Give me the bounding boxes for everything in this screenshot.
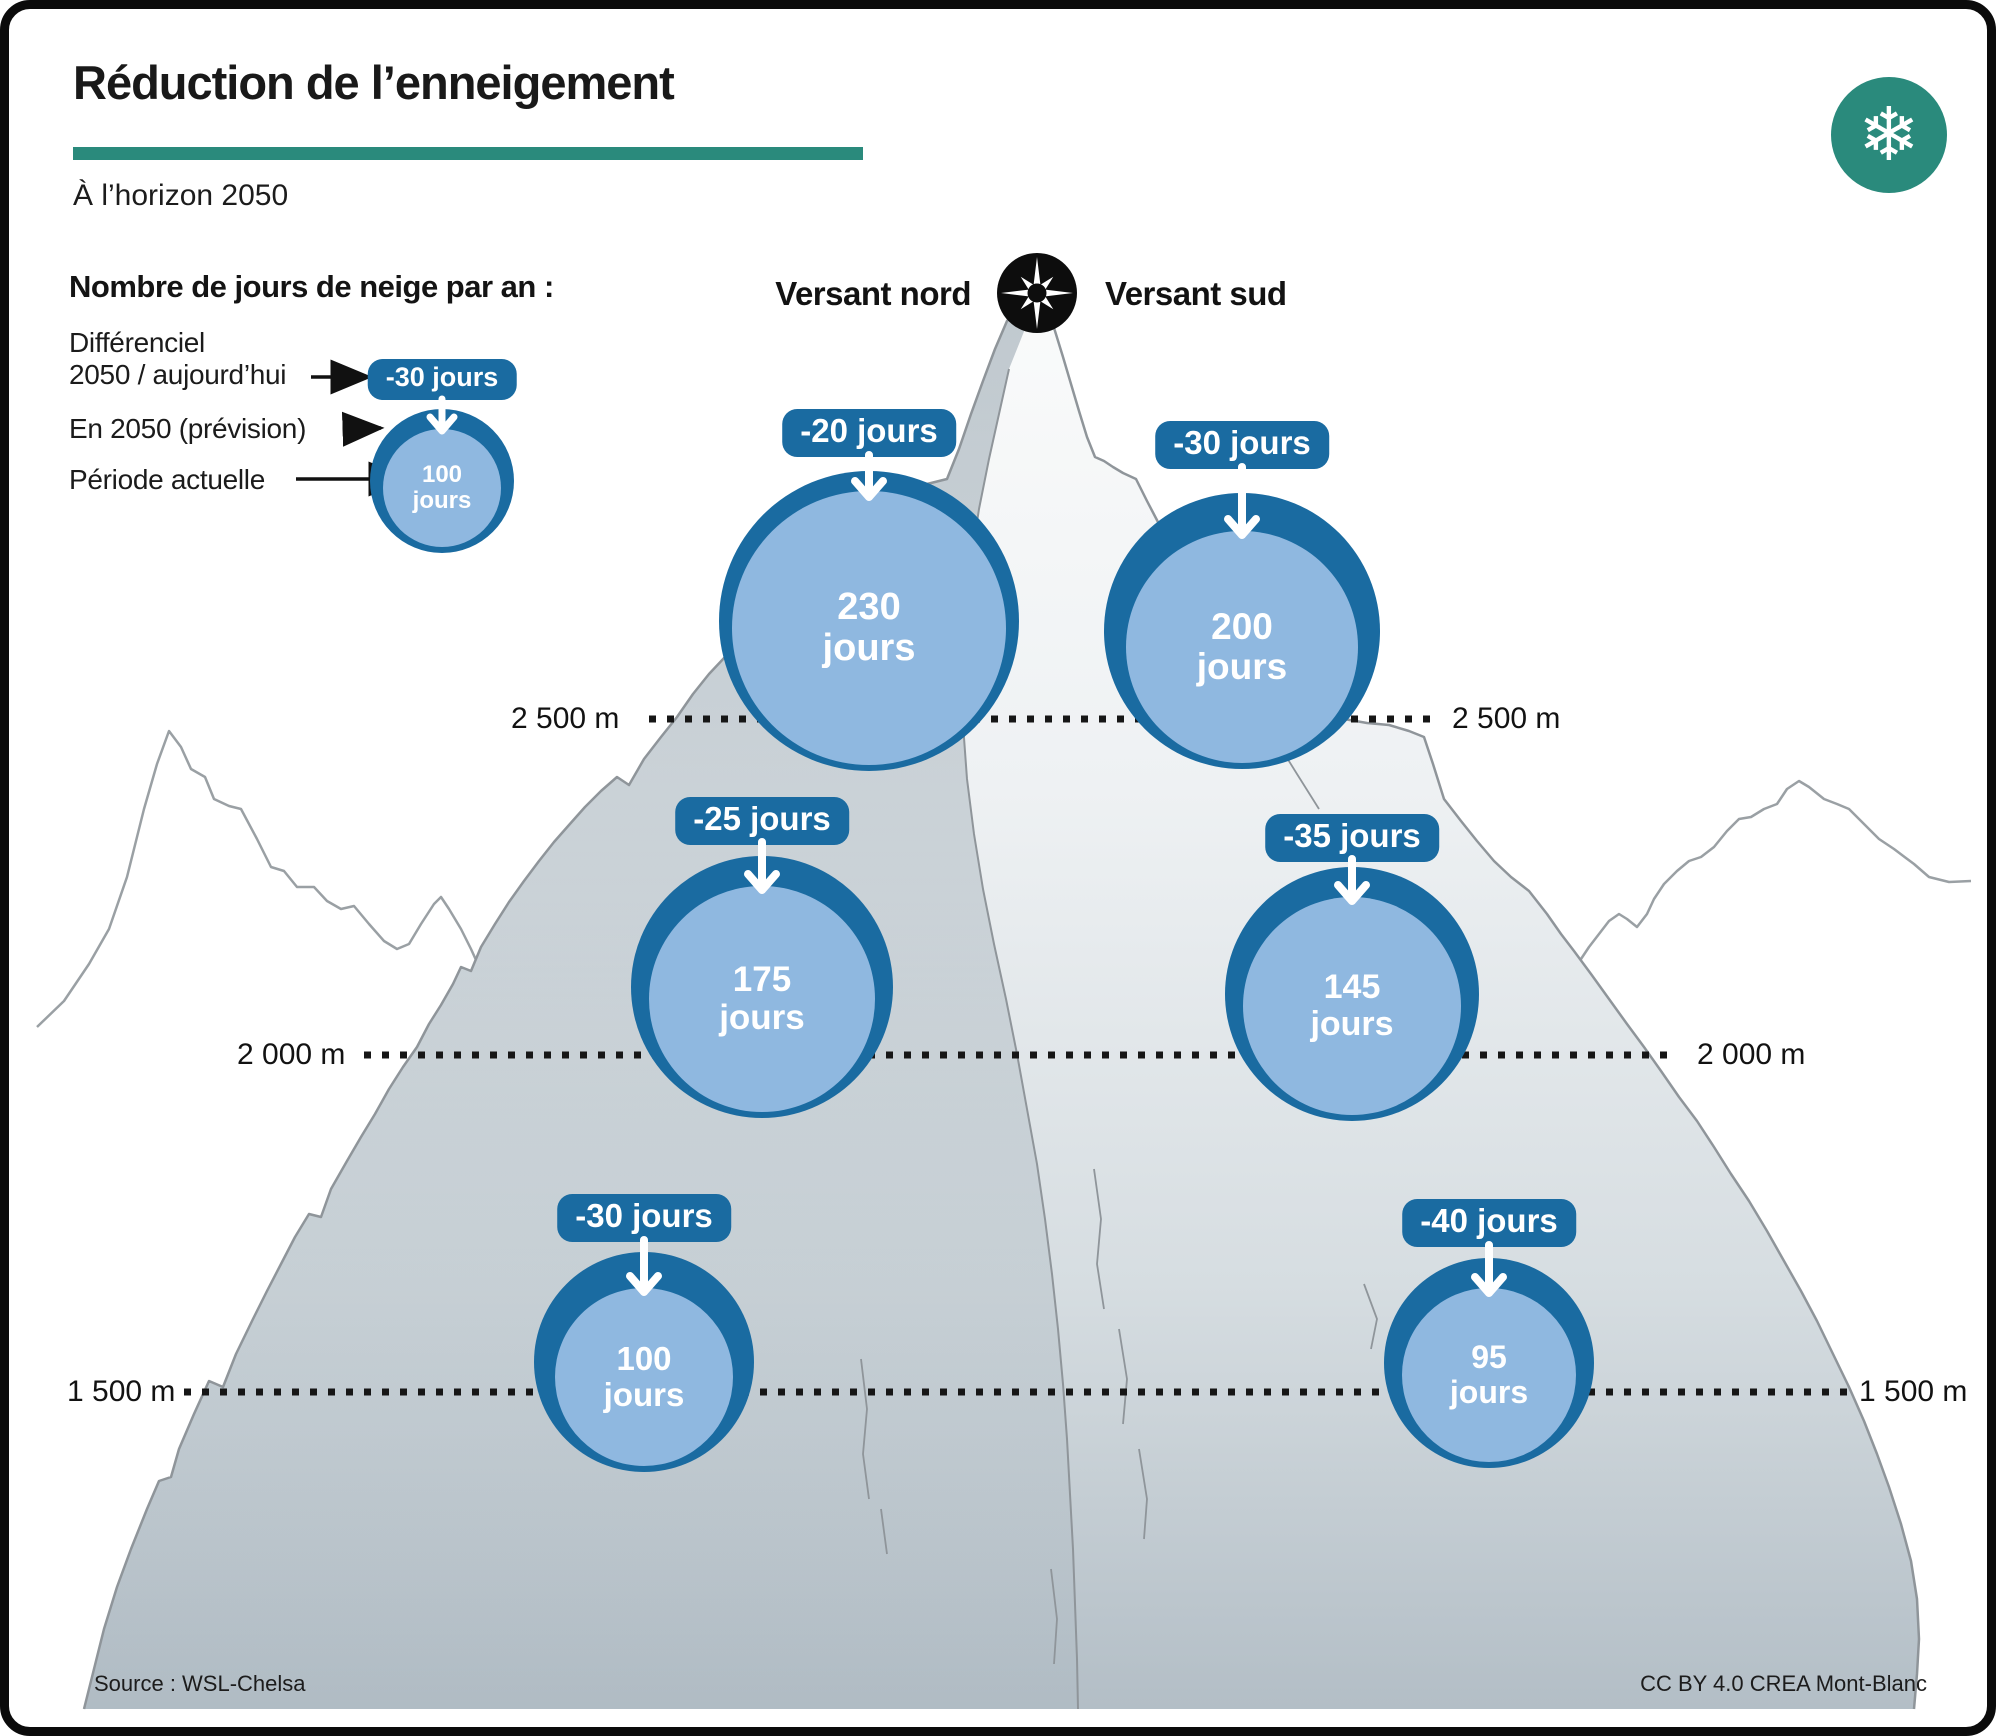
current-disc-north-1500 [555,1288,733,1466]
legend-example-circle: -30 jours 100 jours [367,359,517,553]
legend-example-unit: jours [412,487,472,514]
snow-circle-north-2000: -25 jours 175 jours [631,797,893,1118]
snow-circle-north-1500: -30 jours 100 jours [534,1194,754,1472]
current-disc-north-2500 [732,491,1006,765]
legend-current-label: Période actuelle [69,464,265,495]
days-unit: jours [1449,1374,1529,1410]
credit-note: CC BY 4.0 CREA Mont-Blanc [1640,1671,1927,1696]
elevation-label-left-1500: 1 500 m [67,1375,176,1408]
down-arrow-icon [851,451,887,501]
snowflake-glyph: ❄ [1857,93,1920,176]
legend-example-badge: -30 jours [367,359,517,400]
diff-badge-south-2000: -35 jours [1265,814,1439,862]
days-unit: jours [1196,646,1288,687]
days-value: 95 [1471,1339,1507,1376]
background-mountain-right [1566,779,1972,975]
snow-circle-south-2000: -35 jours 145 jours [1225,814,1479,1121]
legend-diff-label-line1: Différenciel [69,327,205,358]
circle-value: 175 jours [649,886,875,1112]
down-arrow-icon [1334,855,1370,905]
legend-forecast-label: En 2050 (prévision) [69,413,307,444]
days-value: 100 [616,1340,672,1378]
snowflake-icon: ❄ [1831,77,1947,193]
compass-icon [997,253,1077,333]
elevation-label-right-1500: 1 500 m [1859,1375,1968,1408]
legend-example-disc [383,429,501,547]
diff-badge-north-1500: -30 jours [557,1194,731,1242]
current-disc-south-1500 [1402,1288,1576,1462]
current-disc-south-2500 [1126,531,1358,763]
circle-value: 95 jours [1402,1288,1576,1462]
days-value: 175 [732,960,792,1000]
circle-value: 200 jours [1126,531,1358,763]
days-value: 145 [1323,968,1381,1007]
elevation-label-right-2000: 2 000 m [1697,1038,1806,1071]
down-arrow-icon [744,838,780,894]
diff-badge-south-2500: -30 jours [1155,421,1329,469]
elevation-label-left-2000: 2 000 m [237,1038,346,1071]
down-arrow-icon [1471,1241,1507,1297]
snow-circle-north-2500: -20 jours 230 jours [719,409,1019,771]
days-unit: jours [1310,1005,1394,1043]
circle-value: 145 jours [1243,897,1461,1115]
legend-heading: Nombre de jours de neige par an : [69,269,554,304]
circle-value: 230 jours [732,491,1006,765]
current-disc-north-2000 [649,886,875,1112]
down-arrow-icon [426,395,458,435]
diff-badge-north-2500: -20 jours [782,409,956,457]
diff-badge-south-1500: -40 jours [1402,1199,1576,1247]
legend-example-value: 100 jours [383,429,501,547]
snow-circle-south-2500: -30 jours 200 jours [1104,421,1380,769]
circle-value: 100 jours [555,1288,733,1466]
days-value: 230 [837,585,901,628]
elevation-label-right-2500: 2 500 m [1452,702,1561,735]
background-mountain-left [36,729,545,1104]
page-subtitle: À l’horizon 2050 [73,179,289,212]
down-arrow-icon [1224,463,1260,539]
versant-sud-label: Versant sud [1105,275,1287,312]
legend-diff-label-line2: 2050 / aujourd’hui [69,359,287,390]
page-title: Réduction de l’enneigement [73,56,675,109]
diff-badge-north-2000: -25 jours [675,797,849,845]
days-unit: jours [603,1376,685,1413]
days-unit: jours [719,998,805,1037]
current-disc-south-2000 [1243,897,1461,1115]
legend-example-days: 100 [421,461,463,489]
source-note: Source : WSL-Chelsa [94,1671,306,1696]
snow-circle-south-1500: -40 jours 95 jours [1384,1199,1594,1468]
title-underline [73,147,863,160]
down-arrow-icon [626,1236,662,1296]
versant-nord-label: Versant nord [775,275,971,312]
days-value: 200 [1211,606,1273,648]
days-unit: jours [822,627,916,669]
elevation-label-left-2500: 2 500 m [511,702,620,735]
